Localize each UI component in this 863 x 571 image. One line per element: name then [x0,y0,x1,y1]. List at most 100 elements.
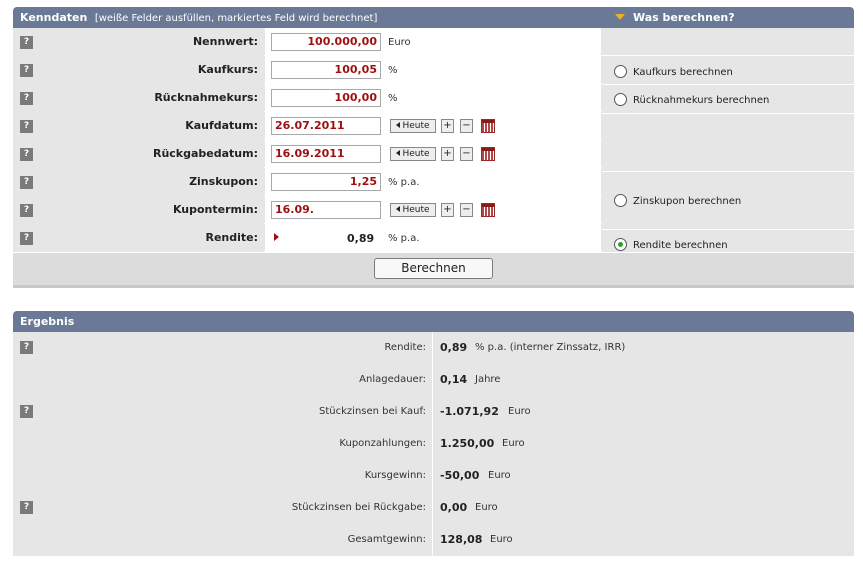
row-input-cell: 100,05 % [265,56,601,84]
rendite-radio[interactable] [614,238,627,251]
was-berechnen-label: Was berechnen? [633,11,735,24]
kupontermin-heute-button[interactable]: Heute [390,203,436,217]
nennwert-input[interactable]: 100.000,00 [271,33,381,51]
result-kuponzahlungen-unit: Euro [502,438,525,449]
ergebnis-title: Ergebnis [20,315,75,328]
row-input-cell: 16.09. Heute + − [265,196,601,224]
kaufkurs-radio[interactable] [614,65,627,78]
ruecknahmekurs-radio[interactable] [614,93,627,106]
rueckgabedatum-input[interactable]: 16.09.2011 [271,145,381,163]
rendite-radio-label[interactable]: Rendite berechnen [633,240,728,251]
result-stueckzinsen-rueckgabe-label: Stückzinsen bei Rückgabe: [291,502,426,513]
result-kuponzahlungen-label: Kuponzahlungen: [339,438,426,449]
nennwert-unit: Euro [388,37,411,48]
option-ruecknahmekurs[interactable]: Rücknahmekurs berechnen [602,86,854,114]
row-input-cell: 26.07.2011 Heute + − [265,112,601,140]
kenndaten-header: Kenndaten [weiße Felder ausfüllen, marki… [13,7,854,28]
result-gesamtgewinn-value: 128,08 [440,533,483,546]
result-label-cell: ? Rendite: [13,332,432,364]
help-icon[interactable]: ? [20,36,33,49]
calendar-icon[interactable] [481,203,495,217]
row-label-cell: ? Nennwert: [13,28,264,56]
result-value-cell: 0,00 Euro [433,492,854,524]
result-stueckzinsen-kauf-label: Stückzinsen bei Kauf: [319,406,426,417]
result-stueckzinsen-rueckgabe-unit: Euro [475,502,498,513]
result-anlagedauer-value: 0,14 [440,373,468,386]
arrow-left-icon [396,150,401,156]
kaufkurs-radio-label[interactable]: Kaufkurs berechnen [633,67,733,78]
rueckgabedatum-heute-button[interactable]: Heute [390,147,436,161]
result-label-cell: ? Stückzinsen bei Kauf: [13,396,432,428]
calendar-icon[interactable] [481,119,495,133]
result-label-cell: Kuponzahlungen: [13,428,432,460]
result-value-cell: -50,00 Euro [433,460,854,492]
row-input-cell: 100,00 % [265,84,601,112]
berechnen-button[interactable]: Berechnen [374,258,493,279]
kaufkurs-unit: % [388,65,398,76]
rendite-value: 0,89 [347,232,375,245]
rueckgabedatum-plus-button[interactable]: + [441,147,454,161]
row-zinskupon: ? Zinskupon: 1,25 % p.a. [13,168,854,196]
kupontermin-plus-button[interactable]: + [441,203,454,217]
row-input-cell: 0,89 % p.a. [265,224,601,252]
option-cell-empty [602,28,854,56]
heute-label: Heute [402,149,430,159]
result-label-cell: ? Stückzinsen bei Rückgabe: [13,492,432,524]
zinskupon-radio-label[interactable]: Zinskupon berechnen [633,196,742,207]
result-stueckzinsen-kauf-unit: Euro [508,406,531,417]
result-kuponzahlungen-value: 1.250,00 [440,437,495,450]
zinskupon-input[interactable]: 1,25 [271,173,381,191]
result-value-cell: -1.071,92 Euro [433,396,854,428]
result-kursgewinn: Kursgewinn: -50,00 Euro [13,460,854,492]
kaufdatum-label: Kaufdatum: [185,119,258,132]
kupontermin-input[interactable]: 16.09. [271,201,381,219]
row-label-cell: ? Rücknahmekurs: [13,84,264,112]
kenndaten-body: ? Nennwert: 100.000,00 Euro ? Kaufkurs: … [13,28,854,259]
zinskupon-radio[interactable] [614,194,627,207]
ruecknahmekurs-input[interactable]: 100,00 [271,89,381,107]
result-value-cell: 0,14 Jahre [433,364,854,396]
option-kaufkurs[interactable]: Kaufkurs berechnen [602,57,854,85]
ergebnis-header: Ergebnis [13,311,854,332]
kupontermin-minus-button[interactable]: − [460,203,473,217]
option-cell-empty [602,115,854,172]
result-value-cell: 1.250,00 Euro [433,428,854,460]
result-stueckzinsen-rueckgabe: ? Stückzinsen bei Rückgabe: 0,00 Euro [13,492,854,524]
kaufdatum-heute-button[interactable]: Heute [390,119,436,133]
option-zinskupon[interactable]: Zinskupon berechnen [602,173,854,230]
row-label-cell: ? Rendite: [13,224,264,252]
help-icon[interactable]: ? [20,64,33,77]
help-icon[interactable]: ? [20,176,33,189]
button-bar: Berechnen [13,252,854,288]
kenndaten-title: Kenndaten [20,11,88,24]
help-icon[interactable]: ? [20,120,33,133]
row-input-cell: 1,25 % p.a. [265,168,601,196]
result-stueckzinsen-kauf-value: -1.071,92 [440,405,499,418]
help-icon[interactable]: ? [20,501,33,514]
help-icon[interactable]: ? [20,204,33,217]
help-icon[interactable]: ? [20,148,33,161]
row-label-cell: ? Rückgabedatum: [13,140,264,168]
result-rendite-value: 0,89 [440,341,468,354]
kaufkurs-input[interactable]: 100,05 [271,61,381,79]
result-kursgewinn-label: Kursgewinn: [364,470,426,481]
help-icon[interactable]: ? [20,92,33,105]
result-anlagedauer-label: Anlagedauer: [359,374,426,385]
result-label-cell: Gesamtgewinn: [13,524,432,556]
rueckgabedatum-minus-button[interactable]: − [460,147,473,161]
row-input-cell: 100.000,00 Euro [265,28,601,56]
calendar-icon[interactable] [481,147,495,161]
kaufdatum-minus-button[interactable]: − [460,119,473,133]
row-label-cell: ? Zinskupon: [13,168,264,196]
ruecknahmekurs-radio-label[interactable]: Rücknahmekurs berechnen [633,95,770,106]
result-gesamtgewinn: Gesamtgewinn: 128,08 Euro [13,524,854,556]
kaufdatum-plus-button[interactable]: + [441,119,454,133]
result-anlagedauer-unit: Jahre [475,374,501,385]
help-icon[interactable]: ? [20,405,33,418]
kaufdatum-input[interactable]: 26.07.2011 [271,117,381,135]
result-value-cell: 0,89 % p.a. (interner Zinssatz, IRR) [433,332,854,364]
row-input-cell: 16.09.2011 Heute + − [265,140,601,168]
help-icon[interactable]: ? [20,341,33,354]
help-icon[interactable]: ? [20,232,33,245]
result-label-cell: Anlagedauer: [13,364,432,396]
